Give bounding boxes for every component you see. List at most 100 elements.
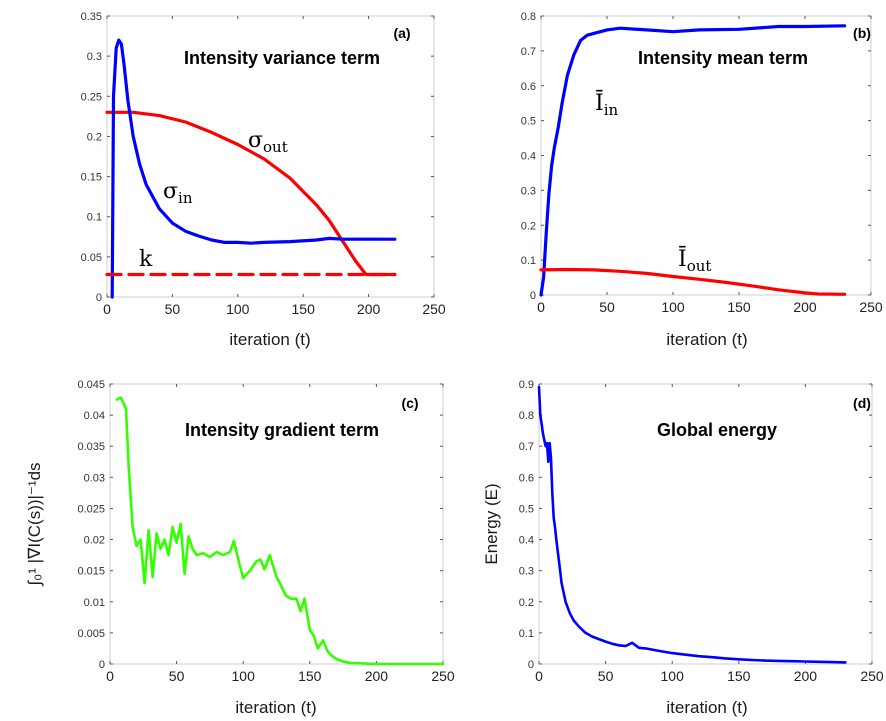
- y-tick-label: 0.8: [519, 410, 534, 422]
- y-tick-label: 0.3: [87, 51, 102, 63]
- y-tick-label: 0.6: [519, 472, 534, 484]
- x-tick-label: 150: [298, 668, 322, 684]
- y-tick-label: 0.2: [519, 597, 534, 609]
- y-tick-label: 0.5: [521, 116, 536, 128]
- panel-title: Intensity variance term: [184, 48, 380, 68]
- x-tick-label: 100: [661, 668, 685, 684]
- y-tick-label: 0.025: [77, 503, 105, 515]
- panel-tag: (c): [401, 395, 418, 411]
- x-tick-label: 150: [292, 301, 316, 317]
- i-in-main: Ī: [595, 90, 604, 116]
- x-tick-label: 50: [599, 299, 615, 315]
- y-tick-label: 0: [530, 290, 536, 302]
- y-tick-labels: 0 0.05 0.1 0.15 0.2 0.25 0.3 0.35: [81, 11, 102, 304]
- x-tick-label: 200: [357, 301, 381, 317]
- y-tick-labels: 0 0.005 0.01 0.015 0.02 0.025 0.03 0.035 0.04 0.0…: [77, 379, 105, 671]
- y-tick-label: 0.2: [521, 220, 536, 232]
- y-tick-label: 0.4: [519, 535, 534, 547]
- sigma-in-label: σin: [163, 179, 193, 207]
- y-tick-label: 0.7: [521, 46, 536, 58]
- y-tick-label: 0.03: [84, 472, 105, 484]
- x-tick-label: 200: [794, 668, 818, 684]
- x-tick-label: 0: [106, 668, 114, 684]
- sigma-in-main: σ: [163, 179, 178, 204]
- y-tick-label: 0.2: [87, 131, 102, 143]
- y-tick-label: 0: [96, 292, 102, 304]
- y-tick-label: 0.15: [81, 172, 102, 184]
- panel-title: Global energy: [657, 420, 777, 440]
- i-out-sub: out: [687, 257, 712, 275]
- k-label: k: [139, 247, 153, 272]
- x-tick-label: 100: [226, 301, 250, 317]
- x-tick-label: 250: [860, 668, 884, 684]
- x-tick-label: 0: [103, 301, 111, 317]
- x-axis-label: iteration (t): [235, 698, 316, 717]
- y-tick-label: 0.035: [77, 441, 105, 453]
- y-tick-label: 0.015: [77, 566, 105, 578]
- x-tick-labels: 0 50 100 150 200 250: [106, 668, 455, 684]
- y-axis-label: ∫₀¹ |∇I(C(s))|⁻¹ds: [25, 462, 44, 586]
- y-tick-label: 0: [528, 659, 534, 671]
- y-tick-label: 0.9: [519, 379, 534, 391]
- tick-marks: [538, 383, 873, 665]
- x-axis-label: iteration (t): [229, 330, 310, 349]
- y-tick-label: 0.1: [519, 628, 534, 640]
- panel-tag: (b): [853, 25, 871, 41]
- panel-c: 0 0.005 0.01 0.015 0.02 0.025 0.03 0.035 0.04 0.0…: [25, 379, 455, 717]
- plot-area: [109, 383, 444, 665]
- panel-tag: (a): [393, 25, 410, 41]
- x-tick-labels: 0 50 100 150 200 250: [535, 668, 884, 684]
- sigma-out-label: σout: [248, 128, 288, 156]
- i-out-main: Ī: [678, 246, 687, 272]
- series-line-2: [539, 267, 847, 296]
- x-tick-labels: 0 50 100 150 200 250: [103, 301, 446, 317]
- x-tick-label: 200: [365, 668, 389, 684]
- y-tick-label: 0.04: [84, 410, 105, 422]
- sigma-in-sub: in: [178, 189, 193, 207]
- y-tick-label: 0.25: [81, 91, 102, 103]
- y-tick-label: 0.005: [77, 628, 105, 640]
- x-tick-label: 50: [169, 668, 185, 684]
- y-tick-label: 0.01: [84, 597, 105, 609]
- y-tick-label: 0.1: [521, 255, 536, 267]
- panel-title: Intensity mean term: [638, 48, 808, 68]
- series-line-1: [539, 24, 847, 297]
- i-out-label: Īout: [678, 246, 711, 275]
- plot-area: [538, 383, 873, 665]
- x-tick-label: 100: [661, 299, 685, 315]
- series-group: [539, 24, 847, 297]
- x-tick-label: 250: [431, 668, 455, 684]
- y-tick-label: 0.7: [519, 441, 534, 453]
- y-tick-label: 0.3: [521, 185, 536, 197]
- series-group: [537, 385, 847, 664]
- y-tick-label: 0.02: [84, 535, 105, 547]
- tick-marks: [106, 15, 435, 298]
- y-tick-label: 0.6: [521, 81, 536, 93]
- sigma-out-main: σ: [248, 128, 263, 153]
- y-tick-labels: 0 0.1 0.2 0.3 0.4 0.5 0.6 0.7 0.8 0.9: [519, 379, 534, 671]
- panel-d: 0 0.1 0.2 0.3 0.4 0.5 0.6 0.7 0.8 0.9 0 50 100 150 20…: [482, 379, 884, 717]
- panel-b: 0 0.1 0.2 0.3 0.4 0.5 0.6 0.7 0.8 0 50 100 150 200 25…: [521, 11, 883, 349]
- x-tick-label: 100: [232, 668, 256, 684]
- y-tick-label: 0.3: [519, 566, 534, 578]
- y-tick-label: 0: [99, 659, 105, 671]
- i-in-label: Īin: [595, 90, 619, 119]
- x-tick-label: 50: [165, 301, 181, 317]
- y-tick-label: 0.045: [77, 379, 105, 391]
- y-tick-label: 0.35: [81, 11, 102, 23]
- x-tick-labels: 0 50 100 150 200 250: [537, 299, 883, 315]
- panel-tag: (d): [853, 395, 871, 411]
- x-tick-label: 250: [859, 299, 883, 315]
- x-tick-label: 200: [793, 299, 817, 315]
- x-tick-label: 0: [535, 668, 543, 684]
- y-tick-labels: 0 0.1 0.2 0.3 0.4 0.5 0.6 0.7 0.8: [521, 11, 536, 302]
- sigma-out-sub: out: [263, 138, 288, 156]
- series-group: [115, 396, 445, 666]
- x-tick-label: 50: [598, 668, 614, 684]
- y-tick-label: 0.8: [521, 11, 536, 23]
- x-tick-label: 0: [537, 299, 545, 315]
- panel-title: Intensity gradient term: [185, 420, 379, 440]
- x-tick-label: 150: [727, 668, 751, 684]
- series-line-1: [115, 396, 445, 666]
